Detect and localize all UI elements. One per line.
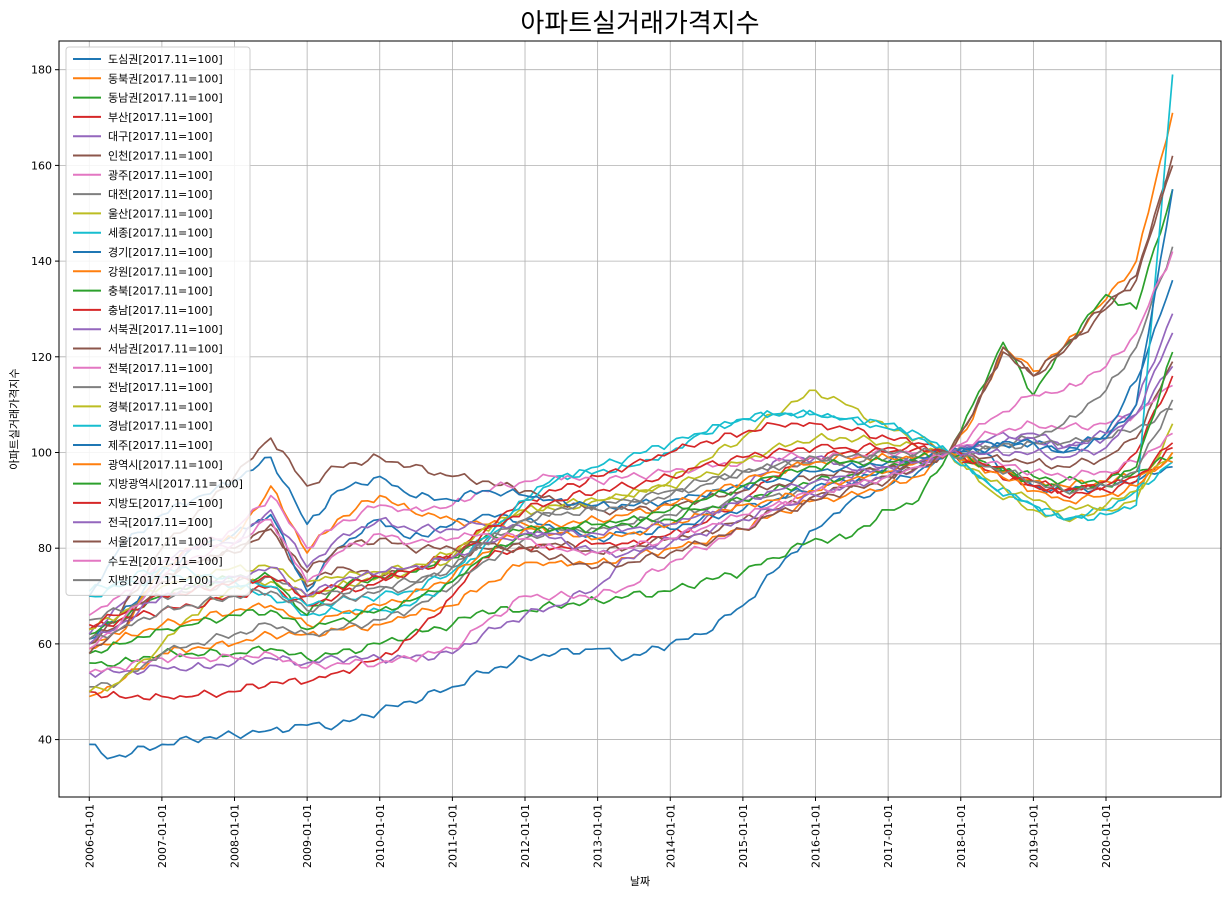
legend-entry: 서북권[2017.11=100] [108, 323, 223, 336]
x-tick-label: 2020-01-01 [1100, 804, 1113, 868]
y-tick-label: 160 [31, 159, 52, 172]
series-line [89, 407, 1173, 621]
series-line [88, 432, 1173, 616]
x-tick-label: 2012-01-01 [519, 804, 532, 868]
series-line [88, 251, 1174, 650]
series-line [88, 165, 1174, 655]
legend-entry: 광역시[2017.11=100] [108, 458, 223, 471]
legend-entry: 지방도[2017.11=100] [108, 497, 223, 510]
x-tick-label: 2008-01-01 [229, 804, 242, 868]
x-tick-label: 2016-01-01 [810, 804, 823, 868]
series-line [89, 450, 1174, 650]
legend-entry: 서울[2017.11=100] [108, 536, 213, 549]
x-tick-label: 2018-01-01 [955, 804, 968, 868]
legend-entry: 제주[2017.11=100] [108, 439, 213, 452]
legend-entry: 지방[2017.11=100] [108, 574, 213, 587]
series-line [89, 155, 1174, 645]
legend-entry: 대구[2017.11=100] [108, 130, 213, 143]
x-tick-label: 2014-01-01 [664, 804, 677, 868]
x-tick-label: 2019-01-01 [1027, 804, 1040, 868]
series-line [89, 112, 1174, 698]
y-tick-label: 180 [31, 64, 52, 77]
legend-entry: 경북[2017.11=100] [108, 400, 213, 413]
x-axis: 2006-01-01 2007-01-01 2008-01-01 2009-01-01… [83, 797, 1113, 868]
x-tick-label: 2011-01-01 [446, 804, 459, 868]
series-line [88, 332, 1174, 645]
legend-entry: 동남권[2017.11=100] [108, 92, 223, 105]
series-line [88, 384, 1173, 674]
series-line [89, 432, 1174, 631]
series-line [88, 361, 1174, 640]
legend-entry: 도심권[2017.11=100] [108, 53, 223, 66]
legend-entry: 부산[2017.11=100] [108, 111, 213, 124]
y-tick-label: 60 [38, 638, 52, 651]
legend-entry: 전남[2017.11=100] [108, 381, 213, 394]
y-axis-label: 아파트실거래가격지수 [8, 368, 21, 469]
x-tick-label: 2013-01-01 [592, 804, 605, 868]
series-line [88, 399, 1174, 640]
y-tick-label: 140 [31, 255, 52, 268]
y-tick-label: 100 [31, 446, 52, 459]
series-line [88, 189, 1174, 597]
x-tick-label: 2007-01-01 [156, 804, 169, 868]
legend-entry: 수도권[2017.11=100] [108, 555, 223, 568]
legend-entry: 세종[2017.11=100] [108, 227, 213, 240]
legend-entry: 경기[2017.11=100] [108, 246, 213, 259]
x-axis-label: 날짜 [630, 875, 650, 888]
plot-frame [58, 40, 1222, 798]
legend-entry: 경남[2017.11=100] [108, 420, 213, 433]
x-tick-label: 2009-01-01 [301, 804, 314, 868]
legend-box [65, 46, 251, 596]
x-tick-label: 2015-01-01 [737, 804, 750, 868]
series-line [88, 365, 1174, 678]
legend-entry: 울산[2017.11=100] [108, 207, 213, 220]
x-tick-label: 2017-01-01 [882, 804, 895, 868]
series-layer [88, 74, 1174, 760]
x-tick-label: 2010-01-01 [374, 804, 387, 868]
legend-entry: 충북[2017.11=100] [108, 285, 213, 298]
legend-entry: 전국[2017.11=100] [108, 516, 213, 529]
legend-entry: 인천[2017.11=100] [108, 149, 213, 163]
series-line [88, 74, 1174, 608]
legend-entry: 서남권[2017.11=100] [108, 343, 223, 356]
legend: 도심권[2017.11=100] 동북권[2017.11=100] 동남권[2017… [65, 46, 251, 596]
legend-entry: 대전[2017.11=100] [108, 188, 213, 201]
legend-entry: 지방광역시[2017.11=100] [108, 478, 243, 491]
series-line [88, 389, 1174, 693]
x-tick-label: 2006-01-01 [83, 804, 96, 868]
legend-entry: 충남[2017.11=100] [108, 304, 213, 317]
y-tick-label: 120 [31, 351, 52, 364]
legend-entry: 전북[2017.11=100] [108, 362, 213, 375]
y-tick-label: 40 [38, 734, 52, 747]
y-tick-label: 80 [38, 542, 52, 555]
legend-entry: 강원[2017.11=100] [108, 265, 213, 278]
y-axis: 40 60 80 100 120 140 160 180 [31, 64, 59, 747]
series-line [89, 189, 1174, 668]
legend-entry: 광주[2017.11=100] [108, 169, 213, 182]
legend-entry: 동북권[2017.11=100] [108, 72, 223, 85]
chart-title: 아파트실거래가격지수 [520, 9, 759, 39]
